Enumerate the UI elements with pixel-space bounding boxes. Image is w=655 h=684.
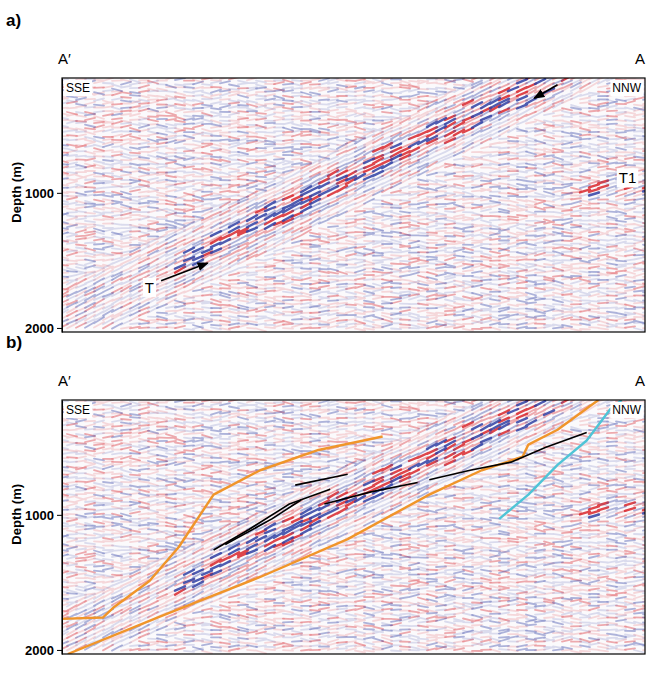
interpretation-line (225, 500, 301, 545)
panel-letter: b) (6, 333, 22, 352)
profile-end: A (635, 372, 645, 389)
seismic-texture (62, 78, 645, 332)
interpretation-line (214, 489, 331, 550)
seismic-wiggles (62, 78, 645, 331)
axis-title: Depth (m) (9, 484, 24, 545)
profile-start: A′ (58, 372, 71, 389)
panel: 1000 2000 Depth (m) a) A′ A SSE NNW T T1 (6, 11, 653, 336)
seismic-wiggles (62, 400, 645, 653)
seismic-wiggles (62, 400, 645, 651)
interpretation-line (295, 474, 347, 485)
panel-letter: a) (6, 11, 21, 30)
tick-label: 1000 (25, 508, 54, 523)
tick: 1000 (25, 186, 62, 201)
direction-start: SSE (66, 403, 90, 417)
label-patch (610, 80, 643, 96)
figure-svg: 1000 2000 Depth (m) a) A′ A SSE NNW T T1 1000 2000 D… (0, 0, 655, 684)
plot-marks (62, 400, 622, 654)
arrow (534, 85, 557, 99)
tick: 2000 (25, 643, 62, 658)
arrow (161, 263, 208, 281)
label-patch (64, 402, 92, 418)
tick-mark (57, 515, 62, 516)
seismic-texture (62, 400, 645, 654)
label-patch (610, 402, 643, 418)
tick: 2000 (25, 321, 62, 336)
axis-line (62, 79, 63, 333)
direction-end: NNW (612, 81, 641, 95)
tick-label: 1000 (25, 186, 54, 201)
seismic-wiggles (62, 400, 645, 653)
annotation: T (145, 279, 154, 296)
figure: 1000 2000 Depth (m) a) A′ A SSE NNW T T1 1000 2000 D… (0, 0, 655, 684)
annotation-patch (143, 278, 156, 297)
tick-mark (57, 193, 62, 194)
tick: 1000 (25, 508, 62, 523)
panel: 1000 2000 Depth (m) b) A′ A SSE NNW (6, 333, 653, 658)
tick-mark (57, 328, 62, 329)
interpretation-line (429, 432, 586, 479)
annotation-patch (617, 168, 639, 187)
plot-frame (62, 78, 645, 332)
plot-marks (161, 85, 557, 281)
direction-end: NNW (612, 403, 641, 417)
y-axis: 1000 2000 (25, 401, 62, 658)
seismic-wiggles (62, 78, 645, 329)
tick-label: 2000 (25, 321, 54, 336)
seismic-wiggles (175, 79, 645, 269)
tick-mark (57, 650, 62, 651)
interpretation-line (324, 482, 417, 504)
y-axis: 1000 2000 (25, 79, 62, 336)
direction-start: SSE (66, 81, 90, 95)
annotation: T1 (619, 169, 637, 186)
seismic-wiggles (175, 401, 645, 591)
axis-line (62, 401, 63, 655)
profile-start: A′ (58, 50, 71, 67)
interpretation-line (68, 400, 599, 654)
label-patch (64, 80, 92, 96)
axis-title: Depth (m) (9, 162, 24, 223)
profile-end: A (635, 50, 645, 67)
seismic-wiggles (62, 78, 645, 331)
plot-frame (62, 400, 645, 654)
tick-label: 2000 (25, 643, 54, 658)
